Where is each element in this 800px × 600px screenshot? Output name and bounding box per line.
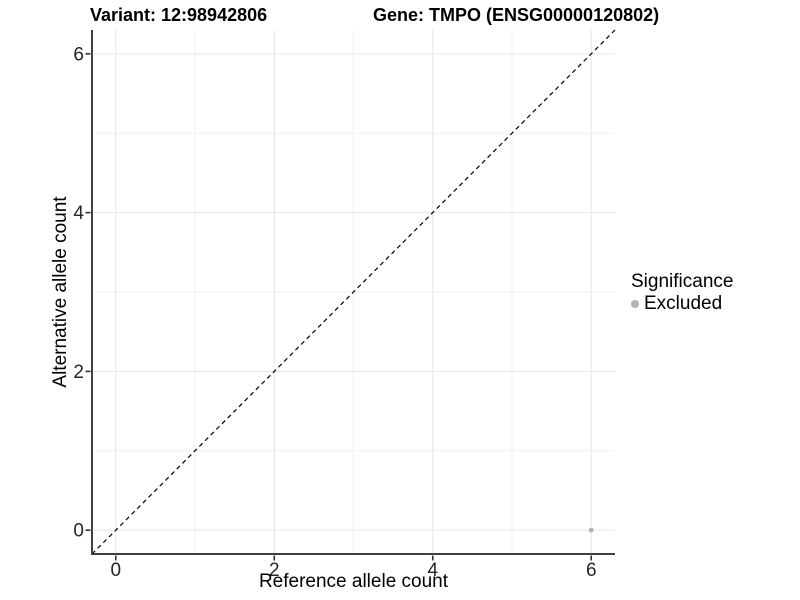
- variant-title: Variant: 12:98942806: [90, 5, 268, 25]
- y-tick-label: 2: [73, 362, 84, 383]
- y-tick-label: 6: [73, 44, 84, 65]
- x-tick-label: 4: [427, 560, 438, 581]
- identity-line: [91, 29, 616, 555]
- legend-point-icon: [631, 300, 639, 308]
- gene-title: Gene: TMPO (ENSG00000120802): [373, 5, 660, 25]
- x-tick-label: 6: [586, 560, 597, 581]
- y-tick-label: 0: [73, 521, 84, 542]
- data-point: [588, 527, 594, 533]
- legend-title: Significance: [631, 271, 734, 292]
- legend-item-label: Excluded: [644, 293, 723, 314]
- y-axis-label: Alternative allele count: [50, 196, 71, 388]
- y-tick-label: 4: [73, 203, 84, 224]
- legend: Significance Excluded: [631, 271, 733, 315]
- x-tick-label: 2: [269, 560, 280, 581]
- x-axis-label: Reference allele count: [258, 571, 449, 592]
- legend-item-excluded: Excluded: [631, 293, 733, 315]
- x-tick-label: 0: [110, 560, 121, 581]
